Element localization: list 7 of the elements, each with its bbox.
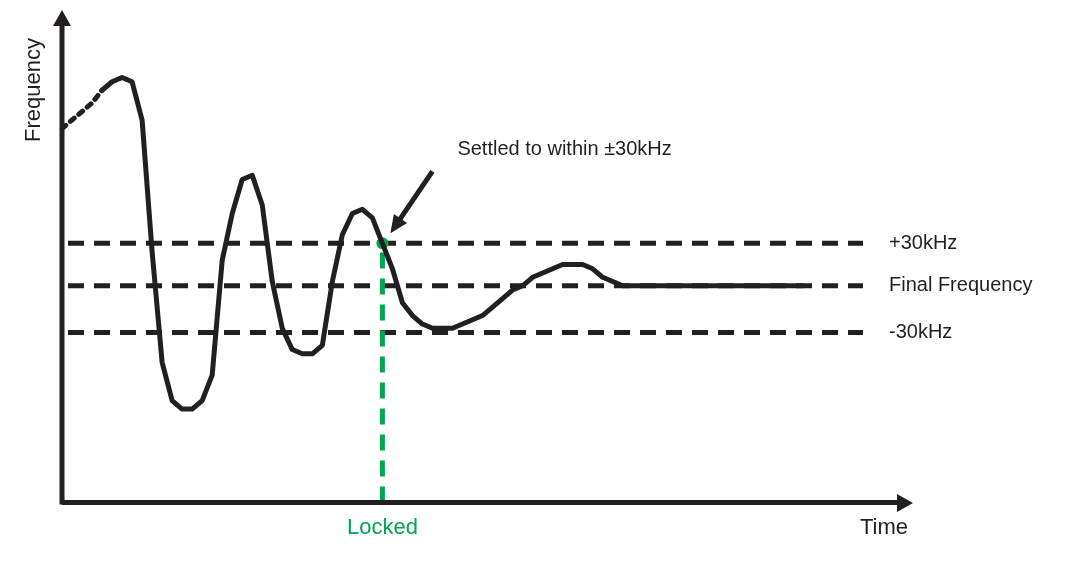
annotation: Settled to within ±30kHz [457, 136, 672, 159]
annotation: Locked [346, 513, 418, 539]
ref-line-label: Final Frequency [889, 273, 1033, 296]
x-axis-title: Time [859, 513, 908, 539]
ref-line-label: -30kHz [889, 320, 953, 343]
ref-line-label: +30kHz [889, 230, 958, 253]
y-axis-title: Frequency [20, 38, 46, 142]
